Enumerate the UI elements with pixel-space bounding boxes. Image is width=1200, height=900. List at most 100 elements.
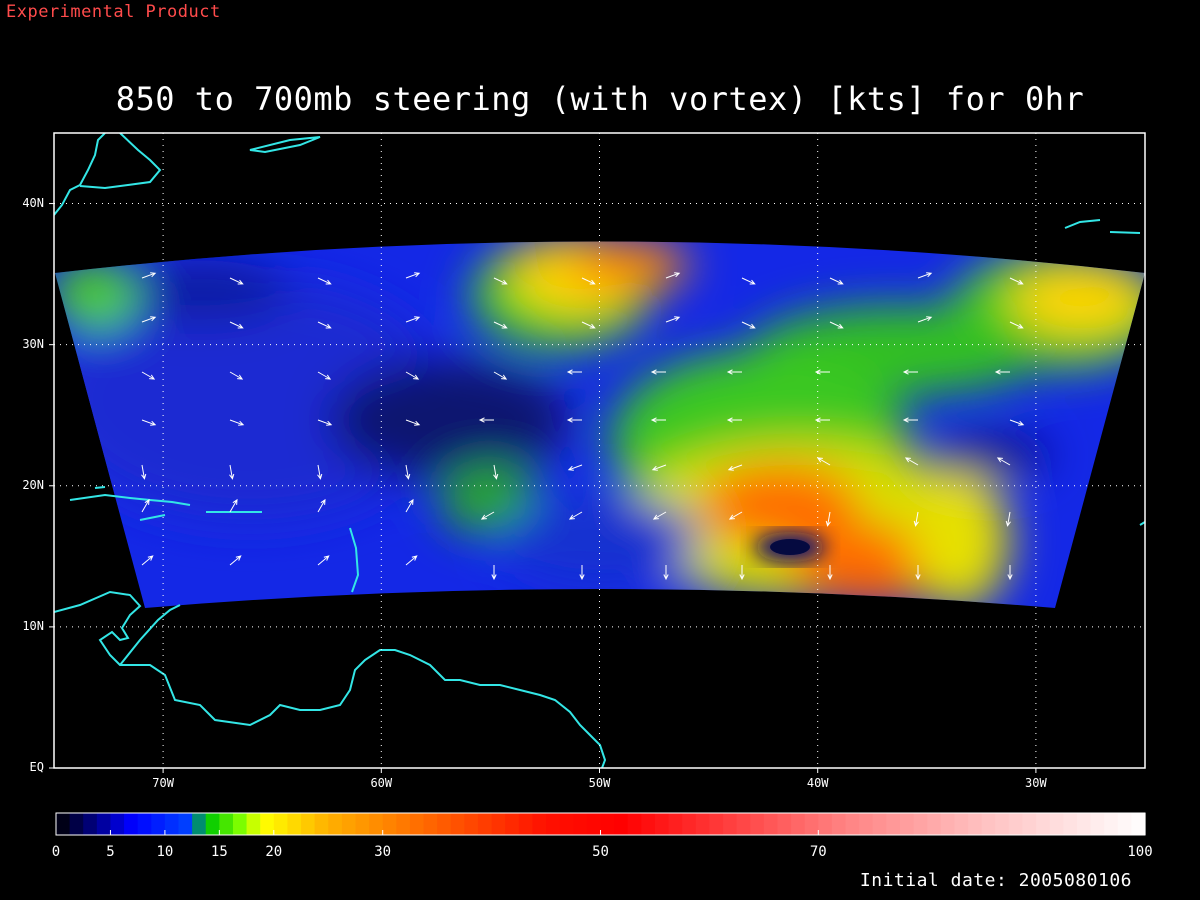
wind-arrow xyxy=(663,565,669,581)
colorbar-segment xyxy=(301,813,316,835)
wind-arrow xyxy=(141,498,150,513)
chart-title: 850 to 700mb steering (with vortex) [kts… xyxy=(115,80,1085,118)
wind-arrow xyxy=(229,321,244,329)
wind-arrow xyxy=(825,511,831,527)
wind-arrow xyxy=(568,511,583,520)
colorbar-segment xyxy=(287,813,302,835)
wind-arrow xyxy=(829,277,844,285)
wind-arrow xyxy=(665,272,681,279)
wind-arrow xyxy=(405,371,420,380)
lon-label: 50W xyxy=(588,776,611,790)
wind-arrow xyxy=(581,277,596,285)
colorbar-tick-label: 10 xyxy=(156,844,174,860)
wind-arrow xyxy=(915,565,921,581)
colorbar-segment xyxy=(464,813,479,835)
caribbean-islands xyxy=(69,486,360,593)
initial-date: Initial date: 2005080106 xyxy=(859,870,1132,891)
coastline xyxy=(54,133,1145,768)
colorbar-segment xyxy=(559,813,574,835)
colorbar xyxy=(55,812,1146,836)
colorbar-segment xyxy=(1090,813,1105,835)
colorbar-segment xyxy=(1008,813,1024,835)
colorbar-segment xyxy=(804,813,819,835)
colorbar-segment xyxy=(423,813,438,835)
colorbar-segment xyxy=(532,813,547,835)
colorbar-segment xyxy=(232,813,248,835)
colorbar-tick-label: 100 xyxy=(1127,844,1153,860)
wind-arrow xyxy=(229,555,242,566)
lon-label: 30W xyxy=(1025,776,1047,790)
colorbar-segment xyxy=(192,813,207,835)
wind-arrow xyxy=(1009,321,1024,329)
colorbar-segment xyxy=(614,813,629,835)
colorbar-segment xyxy=(110,813,125,835)
wind-arrow xyxy=(726,369,742,375)
axis-ticks xyxy=(49,203,1037,773)
colorbar-segment xyxy=(505,813,520,835)
colorbar-segment xyxy=(831,813,847,835)
wind-arrow xyxy=(229,277,244,285)
wind-arrow xyxy=(917,272,933,279)
colorbar-segment xyxy=(1117,813,1132,835)
wind-arrow xyxy=(1009,277,1024,285)
lat-label: 20N xyxy=(22,477,44,492)
wind-arrow xyxy=(902,417,918,423)
wind-arrow xyxy=(493,277,508,285)
colorbar-segment xyxy=(246,813,261,835)
wind-arrow xyxy=(141,316,157,323)
colorbar-segment xyxy=(886,813,901,835)
lon-label: 40W xyxy=(806,776,829,790)
wind-arrow xyxy=(917,316,933,323)
colorbar-segment xyxy=(695,813,710,835)
wind-arrow xyxy=(814,369,830,375)
colorbar-segment xyxy=(1022,813,1037,835)
colorbar-segment xyxy=(654,813,670,835)
colorbar-segment xyxy=(369,813,384,835)
wind-arrow xyxy=(141,464,147,480)
colorbar-segment xyxy=(913,813,928,835)
wind-arrow xyxy=(904,457,919,466)
colorbar-tick-label: 30 xyxy=(374,844,392,860)
wind-speed-field xyxy=(55,241,1145,608)
colorbar-tick-label: 70 xyxy=(809,844,827,860)
wind-arrow xyxy=(652,511,667,520)
wind-arrow xyxy=(650,417,666,423)
colorbar-tick-label: 0 xyxy=(51,844,61,860)
wind-arrow xyxy=(650,369,666,375)
wind-arrow xyxy=(739,565,745,581)
africa-coast xyxy=(1064,219,1145,526)
wind-arrow xyxy=(229,371,244,380)
colorbar-segment xyxy=(995,813,1010,835)
colorbar-segment xyxy=(164,813,180,835)
wind-arrow xyxy=(405,316,421,323)
wind-arrow xyxy=(581,321,596,329)
colorbar-segment xyxy=(137,813,152,835)
wind-arrow xyxy=(665,316,681,323)
colorbar-segment xyxy=(763,813,779,835)
wind-arrow xyxy=(493,464,499,480)
wind-arrow xyxy=(229,464,235,480)
wind-arrow xyxy=(814,417,830,423)
wind-arrow xyxy=(493,321,508,329)
colorbar-segment xyxy=(450,813,465,835)
wind-arrow xyxy=(405,498,414,513)
wind-arrow xyxy=(728,511,743,520)
colorbar-segment xyxy=(273,813,289,835)
colorbar-segment xyxy=(736,813,751,835)
colorbar-segment xyxy=(96,813,112,835)
colorbar-segment xyxy=(205,813,220,835)
colorbar-segment xyxy=(1104,813,1119,835)
wind-arrow xyxy=(994,369,1010,375)
wind-arrow xyxy=(317,464,323,480)
colorbar-segment xyxy=(260,813,275,835)
lat-label: 40N xyxy=(22,195,44,210)
colorbar-segment xyxy=(1049,813,1064,835)
lat-label: EQ xyxy=(29,760,44,774)
colorbar-segment xyxy=(1063,813,1078,835)
colorbar-segment xyxy=(940,813,956,835)
colorbar-segment xyxy=(382,813,397,835)
colorbar-segment xyxy=(682,813,697,835)
colorbar-segment xyxy=(859,813,874,835)
wind-arrow xyxy=(567,464,583,471)
colorbar-segment xyxy=(546,813,561,835)
